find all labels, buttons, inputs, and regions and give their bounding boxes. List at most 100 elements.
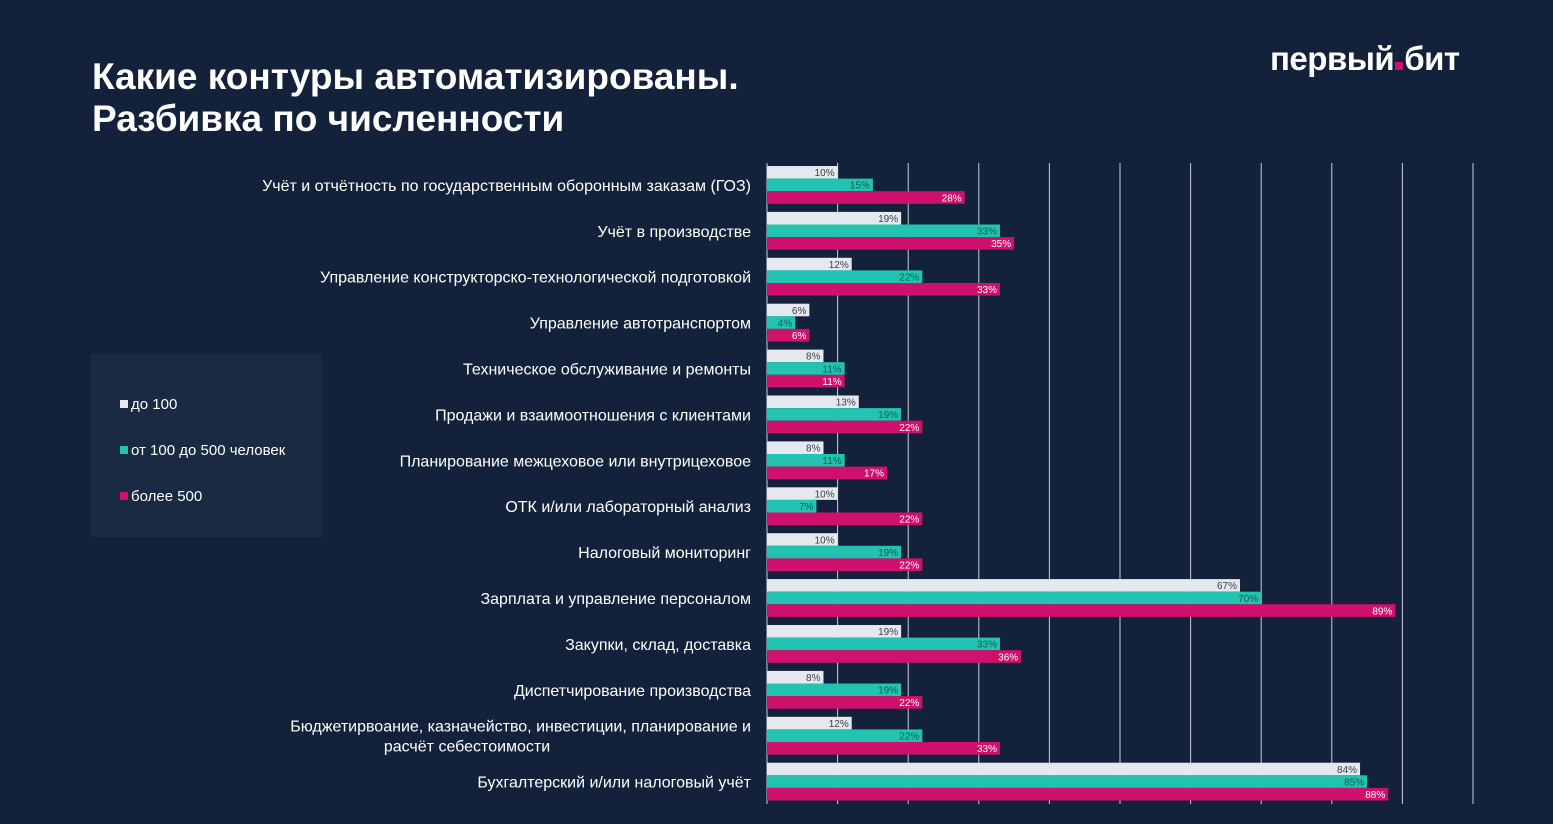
data-label: 35% — [991, 239, 1011, 250]
data-label: 33% — [977, 285, 997, 296]
data-label: 85% — [1344, 777, 1364, 788]
legend-item-medium: от 100 до 500 человек — [120, 442, 285, 459]
bar — [767, 716, 852, 730]
data-label: 13% — [836, 398, 856, 409]
data-label: 8% — [806, 444, 821, 455]
data-label: 67% — [1217, 581, 1237, 592]
bar — [767, 787, 1389, 801]
data-label: 17% — [864, 469, 884, 480]
bar — [767, 683, 902, 697]
data-label: 12% — [829, 260, 849, 271]
chart-legend: до 100 от 100 до 500 человек более 500 — [91, 354, 322, 537]
bar — [767, 558, 923, 571]
data-label: 22% — [899, 561, 919, 572]
bar — [767, 237, 1015, 250]
category-label: Техническое обслуживание и ремонты — [463, 362, 751, 379]
bar — [767, 545, 902, 559]
bar — [767, 395, 859, 409]
category-label: Учёт в производстве — [597, 224, 751, 241]
bar — [767, 533, 838, 546]
category-label: Управление автотранспортом — [530, 316, 751, 333]
title-line-1: Какие контуры автоматизированы. — [92, 56, 739, 97]
bar — [767, 487, 838, 500]
bar — [767, 579, 1241, 592]
bar — [767, 408, 902, 421]
data-label: 10% — [815, 489, 835, 500]
data-label: 28% — [942, 193, 962, 204]
data-label: 19% — [878, 627, 898, 638]
data-label: 11% — [822, 377, 841, 388]
data-label: 36% — [998, 652, 1018, 663]
bar — [767, 303, 810, 317]
bar — [767, 257, 852, 271]
bar — [767, 637, 1000, 651]
data-label: 7% — [799, 502, 814, 513]
data-label: 10% — [815, 535, 835, 546]
data-label: 19% — [878, 410, 898, 421]
data-label: 19% — [878, 214, 898, 225]
category-label: Зарплата и управление персоналом — [480, 591, 751, 608]
bar — [767, 178, 873, 192]
data-label: 11% — [822, 364, 841, 375]
data-label: 22% — [899, 423, 919, 434]
bar — [767, 775, 1368, 788]
category-label: Бухгалтерский и/или налоговый учёт — [477, 775, 751, 792]
data-label: 88% — [1365, 790, 1385, 801]
legend-swatch-medium — [120, 446, 128, 454]
category-label: Бюджетирвоание, казначейство, инвестиции… — [290, 719, 751, 756]
bar — [767, 512, 923, 526]
category-label: Учёт и отчётность по государственным обо… — [262, 178, 751, 195]
data-label: 6% — [792, 331, 807, 342]
bar — [767, 191, 965, 204]
bar — [767, 211, 902, 225]
data-label: 19% — [878, 548, 898, 559]
bar — [767, 625, 902, 638]
bar — [767, 420, 923, 434]
bar — [767, 441, 824, 454]
bar — [767, 328, 810, 342]
data-label: 22% — [899, 732, 919, 743]
data-label: 6% — [792, 306, 807, 317]
legend-label-small: до 100 — [131, 396, 178, 413]
data-label: 8% — [806, 673, 821, 684]
category-label: ОТК и/или лабораторный анализ — [505, 499, 751, 516]
data-label: 70% — [1238, 594, 1258, 605]
bar — [767, 166, 838, 179]
bar — [767, 349, 824, 363]
category-label: Планирование межцеховое или внутрицехово… — [400, 453, 752, 470]
category-label: Закупки, склад, доставка — [565, 637, 751, 654]
bar — [767, 762, 1361, 776]
bar — [767, 604, 1396, 617]
bar — [767, 224, 1000, 238]
bar — [767, 591, 1262, 605]
data-label: 33% — [977, 744, 997, 755]
legend-label-medium: от 100 до 500 человек — [131, 442, 286, 459]
bar — [767, 670, 824, 684]
legend-item-large: более 500 — [120, 488, 202, 505]
bar — [767, 696, 923, 709]
category-label: Продажи и взаимоотношения с клиентами — [435, 407, 751, 424]
bar — [767, 454, 845, 467]
data-label: 4% — [778, 318, 793, 329]
bar — [767, 270, 923, 283]
page-title: Какие контуры автоматизированы. Разбивка… — [92, 56, 739, 140]
legend-swatch-large — [120, 492, 128, 500]
legend-label-large: более 500 — [131, 488, 203, 505]
data-label: 22% — [899, 273, 919, 284]
bar — [767, 466, 888, 480]
data-label: 22% — [899, 698, 919, 709]
category-label: Налоговый мониторинг — [578, 545, 751, 562]
data-label: 84% — [1337, 765, 1357, 776]
data-label: 8% — [806, 352, 821, 363]
data-label: 10% — [815, 168, 835, 179]
bar — [767, 650, 1022, 663]
legend-swatch-small — [120, 400, 128, 408]
data-label: 11% — [822, 456, 841, 467]
category-label: Управление конструкторско-технологическо… — [320, 270, 751, 287]
bar — [767, 499, 817, 513]
logo-text-left: первый — [1270, 40, 1395, 77]
data-label: 33% — [977, 640, 997, 651]
data-label: 89% — [1372, 606, 1392, 617]
category-label: Диспетчирование производства — [514, 683, 751, 700]
